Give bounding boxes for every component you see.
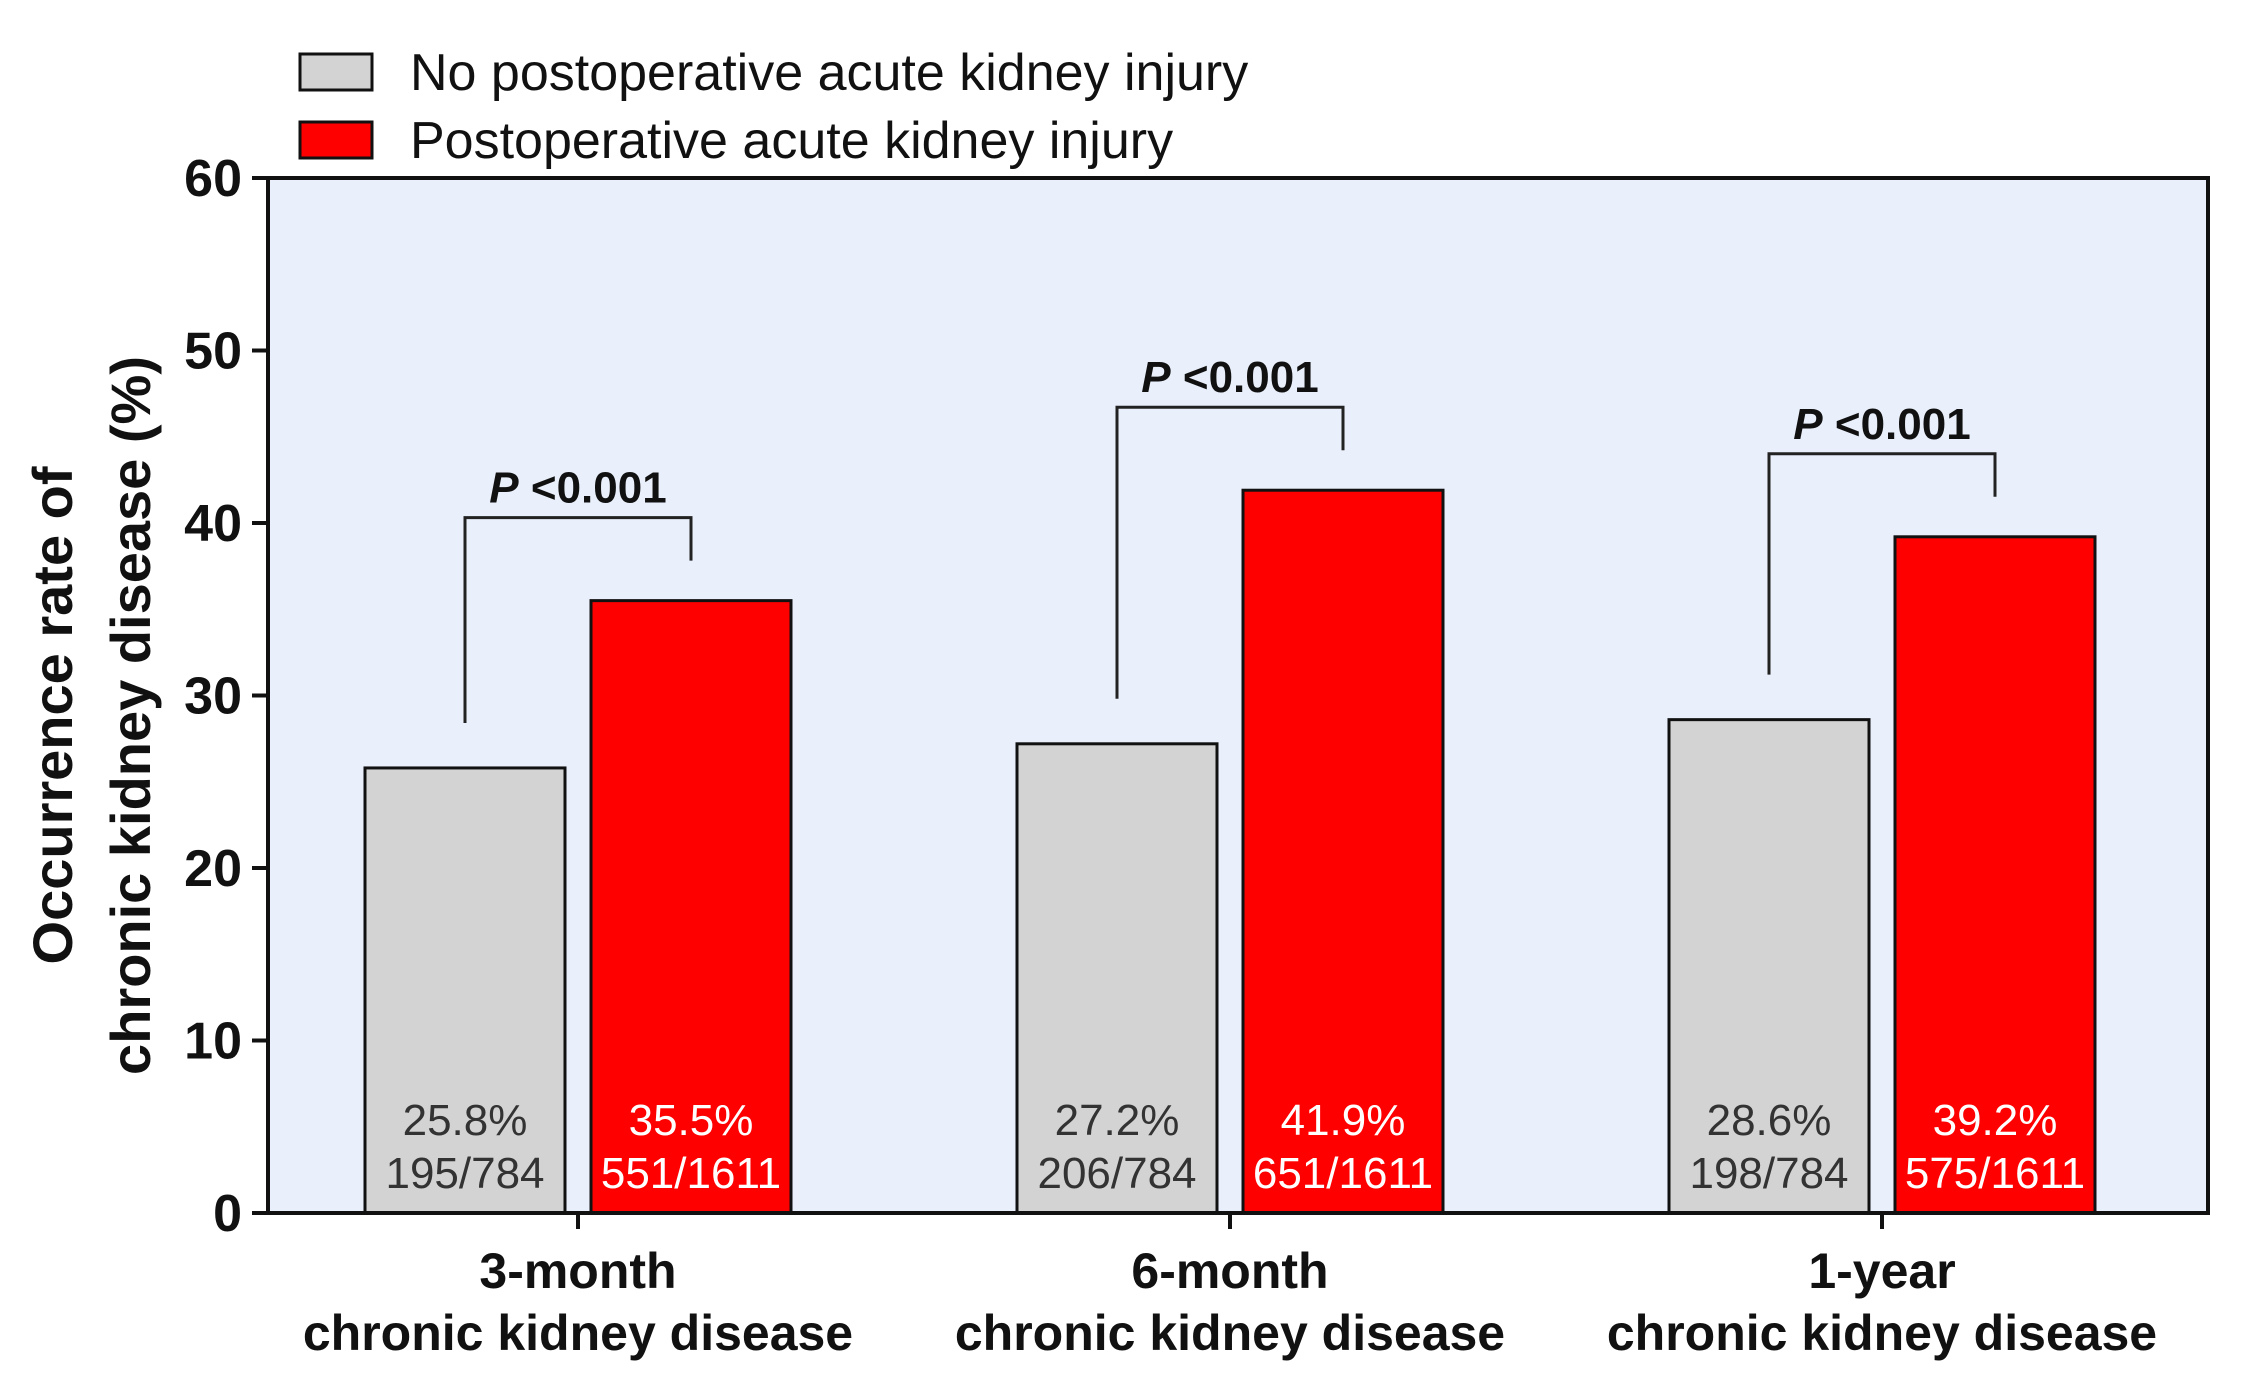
bar-count-label: 195/784: [385, 1149, 544, 1198]
y-axis-title-line: chronic kidney disease (%): [99, 356, 162, 1075]
y-tick-label: 40: [184, 495, 242, 553]
bar-count-label: 551/1611: [601, 1149, 781, 1198]
x-category-label-line1: 3-month: [479, 1243, 676, 1299]
p-value-label: P <0.001: [1141, 353, 1318, 402]
x-category-label-line2: chronic kidney disease: [955, 1305, 1505, 1361]
bar-count-label: 198/784: [1689, 1149, 1848, 1198]
bar-pct-label: 25.8%: [403, 1096, 528, 1145]
p-letter: P: [1141, 353, 1171, 402]
p-letter: P: [489, 464, 519, 513]
x-category-label-line1: 6-month: [1131, 1243, 1328, 1299]
x-category-label-line2: chronic kidney disease: [1607, 1305, 2157, 1361]
bar-count-label: 206/784: [1037, 1149, 1196, 1198]
y-tick-label: 50: [184, 323, 242, 381]
bar-pct-label: 41.9%: [1281, 1096, 1406, 1145]
y-tick-label: 0: [213, 1185, 242, 1243]
y-tick-label: 20: [184, 840, 242, 898]
bar-pct-label: 27.2%: [1055, 1096, 1180, 1145]
bar-aki-2: [1893, 535, 2097, 1215]
y-axis-title-line: Occurrence rate of: [21, 466, 84, 964]
x-category-label-line2: chronic kidney disease: [303, 1305, 853, 1361]
p-value-label: P <0.001: [1793, 400, 1970, 449]
bars: 25.8%195/784 27.2%206/784 28.6%198/784 35.5…: [363, 488, 2097, 1215]
p-letter: P: [1793, 400, 1823, 449]
bar-count-label: 651/1611: [1253, 1149, 1433, 1198]
legend: No postoperative acute kidney injury Post…: [298, 44, 1248, 170]
significance-bracket: [1767, 452, 1997, 675]
bar-pct-label: 39.2%: [1933, 1096, 2058, 1145]
legend-swatch: [298, 52, 374, 92]
bar-pct-label: 28.6%: [1707, 1096, 1832, 1145]
x-category-label-line1: 1-year: [1808, 1243, 1955, 1299]
legend-swatch: [298, 120, 374, 160]
legend-label: Postoperative acute kidney injury: [410, 112, 1173, 170]
bar-no-aki-2: [1667, 718, 1871, 1215]
p-value-label: P <0.001: [489, 464, 666, 513]
p-value: <0.001: [519, 464, 667, 513]
axes: 0 10 20 30 40 50 60 3-month chronic kidney disea…: [184, 150, 2210, 1361]
legend-label: No postoperative acute kidney injury: [410, 44, 1248, 102]
p-value: <0.001: [1171, 353, 1319, 402]
significance-bracket: [1115, 405, 1345, 699]
bar-count-label: 575/1611: [1905, 1149, 2085, 1198]
bar-aki-0: [589, 599, 793, 1215]
y-axis-title: Occurrence rate of chronic kidney disease…: [21, 356, 162, 1075]
y-tick-label: 30: [184, 668, 242, 726]
bar-no-aki-0: [363, 766, 567, 1215]
significance-bracket: [463, 516, 693, 723]
p-value: <0.001: [1823, 400, 1971, 449]
bar-aki-1: [1241, 488, 1445, 1215]
bar-pct-label: 35.5%: [629, 1096, 754, 1145]
y-tick-label: 60: [184, 150, 242, 208]
y-tick-label: 10: [184, 1013, 242, 1071]
